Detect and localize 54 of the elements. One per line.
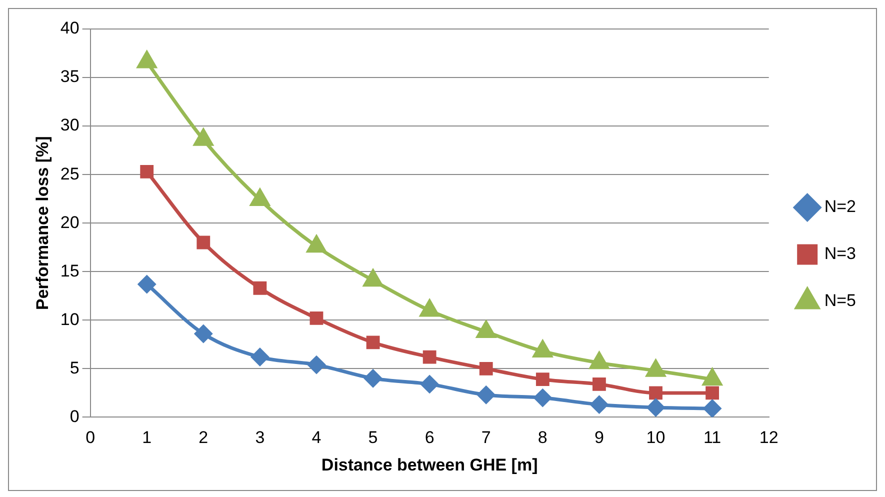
x-tick-label: 6 (424, 428, 434, 448)
y-tick-label: 5 (70, 358, 80, 378)
y-tick-label: 25 (60, 164, 80, 184)
x-axis-title: Distance between GHE [m] (321, 455, 538, 474)
x-tick-label: 7 (481, 428, 491, 448)
point (592, 378, 606, 391)
point (536, 372, 550, 386)
point (306, 236, 326, 253)
legend-label: N=3 (824, 244, 856, 264)
point (363, 270, 383, 287)
point (196, 236, 210, 250)
point (310, 312, 324, 325)
point (251, 348, 269, 366)
y-tick-label: 20 (60, 212, 80, 232)
point (140, 164, 154, 178)
point (590, 396, 608, 414)
x-tick-label: 8 (538, 428, 548, 448)
x-tick-label: 2 (198, 428, 208, 448)
point (477, 386, 495, 404)
point (250, 189, 270, 206)
point (138, 275, 156, 293)
point (479, 362, 493, 376)
point (706, 386, 719, 400)
point (366, 336, 380, 350)
y-tick-label: 15 (60, 261, 80, 280)
x-tick-label: 3 (255, 428, 265, 448)
point (194, 128, 213, 146)
legend-label: N=2 (824, 197, 856, 216)
point (534, 389, 552, 407)
x-tick-label: 0 (86, 428, 96, 448)
point (420, 375, 438, 393)
x-tick-label: 1 (142, 428, 152, 448)
x-tick-label: 5 (368, 428, 378, 448)
point (649, 386, 662, 400)
point (137, 51, 156, 68)
point (194, 324, 212, 342)
x-tick-label: 10 (646, 428, 666, 448)
x-tick-label: 4 (312, 428, 322, 448)
point (422, 350, 436, 364)
legend-label: N=5 (824, 291, 856, 310)
y-tick-label: 0 (70, 406, 80, 426)
y-tick-label: 30 (60, 116, 80, 135)
point (364, 370, 382, 388)
point (647, 398, 664, 416)
point (253, 281, 267, 295)
point (704, 400, 722, 418)
x-tick-label: 9 (594, 428, 604, 448)
point (308, 356, 326, 374)
x-tick-label: 12 (759, 428, 778, 448)
y-tick-label: 10 (60, 310, 80, 329)
y-axis-title: Performance loss [%] (32, 136, 52, 310)
y-tick-label: 40 (60, 18, 80, 38)
x-tick-label: 11 (703, 428, 722, 448)
y-tick-label: 35 (60, 67, 80, 86)
